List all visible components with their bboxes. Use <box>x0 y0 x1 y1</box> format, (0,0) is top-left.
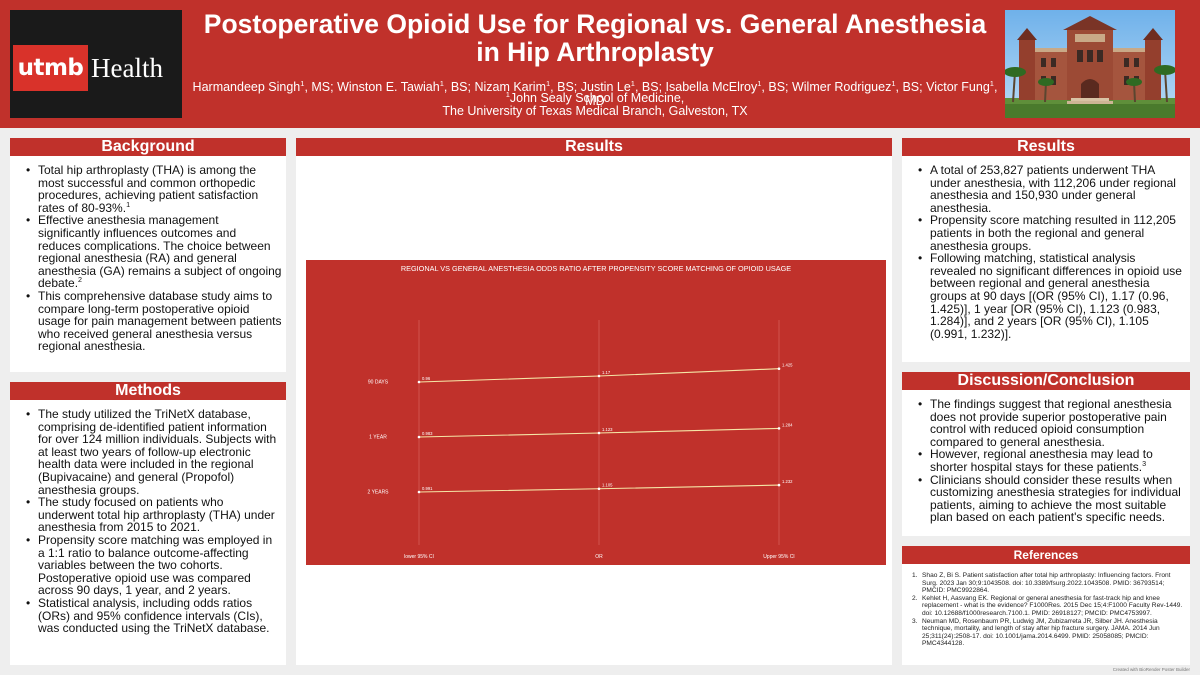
list-item: A total of 253,827 patients underwent TH… <box>916 164 1184 214</box>
author-item: Nizam Karim1, BS; <box>474 78 581 94</box>
chart-point <box>417 435 421 439</box>
title-line-1: Postoperative Opioid Use for Regional vs… <box>203 9 987 39</box>
chart-series-label: 2 YEARS <box>367 490 389 496</box>
chart-data-label: 0.983 <box>422 431 433 436</box>
reference-item: 1. Shao Z, Bi S. Patient satisfaction aft… <box>912 572 1171 595</box>
chart-x-tick-label: lower 95% CI <box>404 554 434 560</box>
chart-background <box>306 260 886 565</box>
results-right-panel: Results A total of 253,827 patients unde… <box>902 138 1190 362</box>
poster-header: utmb Health Postoperative Opioid Use for… <box>0 0 1200 128</box>
chart-data-label: 1.284 <box>782 422 793 427</box>
list-item: Propensity score matching was employed i… <box>24 534 282 597</box>
author-list: Harmandeep Singh1, MS; Winston E. Tawiah… <box>190 80 1000 108</box>
discussion-panel: Discussion/Conclusion The findings sugge… <box>902 372 1190 536</box>
list-item: Following matching, statistical analysis… <box>916 252 1184 340</box>
chart-point <box>777 367 781 371</box>
list-item: However, regional anesthesia may lead to… <box>916 448 1184 473</box>
results-center-heading: Results <box>296 138 892 156</box>
building-image <box>1005 10 1175 118</box>
discussion-text: The findings suggest that regional anest… <box>916 398 1184 524</box>
chart-data-label: 1.17 <box>602 370 611 375</box>
utmb-health-logo: utmb Health <box>10 10 182 118</box>
logo-brand: utmb <box>13 45 88 91</box>
references-panel: References 1. Shao Z, Bi S. Patient satis… <box>902 546 1190 665</box>
chart-title: REGIONAL VS GENERAL ANESTHESIA ODDS RATI… <box>401 264 791 273</box>
chart-series-label: 1 YEAR <box>369 435 387 441</box>
background-heading: Background <box>10 138 286 156</box>
methods-text: The study utilized the TriNetX database,… <box>24 408 282 635</box>
logo-word: Health <box>91 53 163 83</box>
chart-point <box>597 487 601 491</box>
chart-data-label: 1.105 <box>602 483 613 488</box>
methods-panel: Methods The study utilized the TriNetX d… <box>10 382 286 665</box>
chart-point <box>417 490 421 494</box>
results-right-text: A total of 253,827 patients underwent TH… <box>916 164 1184 340</box>
list-item: The study focused on patients who underw… <box>24 496 282 534</box>
results-right-heading: Results <box>902 138 1190 156</box>
results-center-panel: Results REGIONAL VS GENERAL ANESTHESIA O… <box>296 138 892 665</box>
author-item: Victor Fung1, MD <box>585 78 998 108</box>
reference-item: 3. Neuman MD, Rosenbaum PR, Ludwig JM, Zu… <box>912 617 1160 648</box>
list-item: This comprehensive database study aims t… <box>24 290 282 353</box>
list-item: Clinicians should consider these results… <box>916 473 1184 524</box>
chart-series-label: 90 DAYS <box>368 380 389 386</box>
chart-point <box>417 380 421 384</box>
odds-ratio-chart: REGIONAL VS GENERAL ANESTHESIA ODDS RATI… <box>306 260 886 565</box>
poster-title: Postoperative Opioid Use for Regional vs… <box>190 10 1000 66</box>
building-photo <box>1005 10 1175 118</box>
author-item: Harmandeep Singh1, MS; <box>192 78 338 94</box>
reference-item: 2. Kehlet H, Aasvang EK. Regional or gene… <box>912 594 1183 617</box>
chart-point <box>597 431 601 435</box>
chart-data-label: 0.991 <box>422 486 433 491</box>
chart-point <box>777 427 781 430</box>
background-panel: Background Total hip arthroplasty (THA) … <box>10 138 286 372</box>
list-item: Effective anesthesia management signific… <box>24 214 282 290</box>
discussion-heading: Discussion/Conclusion <box>902 372 1190 390</box>
affiliation: 1John Sealy School of Medicine, The Univ… <box>442 89 748 118</box>
chart-x-tick-label: Upper 95% CI <box>763 554 794 560</box>
chart-data-label: 1.232 <box>782 479 793 484</box>
chart-data-label: 1.425 <box>782 363 793 368</box>
list-item: The findings suggest that regional anest… <box>916 398 1184 448</box>
chart-data-label: 0.96 <box>422 376 431 381</box>
author-item: Wilmer Rodriguez1, BS; <box>791 78 927 94</box>
author-item: Winston E. Tawiah1, BS; <box>337 78 475 94</box>
chart-point <box>777 483 781 487</box>
author-item: Justin Le1, BS; <box>580 78 666 94</box>
methods-heading: Methods <box>10 382 286 400</box>
footer-credit: Created with BioRender Poster Builder <box>1112 667 1190 672</box>
chart-x-tick-label: OR <box>595 554 603 560</box>
list-item: The study utilized the TriNetX database,… <box>24 408 282 496</box>
references-list: 1. Shao Z, Bi S. Patient satisfaction aft… <box>912 572 1184 648</box>
author-item: Isabella McElroy1, BS; <box>665 78 792 94</box>
chart-data-label: 1.123 <box>602 427 613 432</box>
background-text: Total hip arthroplasty (THA) is among th… <box>24 164 282 353</box>
title-line-2: in Hip Arthroplasty <box>476 37 714 67</box>
chart-point <box>597 374 601 378</box>
list-item: Statistical analysis, including odds rat… <box>24 597 282 635</box>
references-heading: References <box>902 546 1190 564</box>
list-item: Total hip arthroplasty (THA) is among th… <box>24 164 282 214</box>
list-item: Propensity score matching resulted in 11… <box>916 214 1184 252</box>
